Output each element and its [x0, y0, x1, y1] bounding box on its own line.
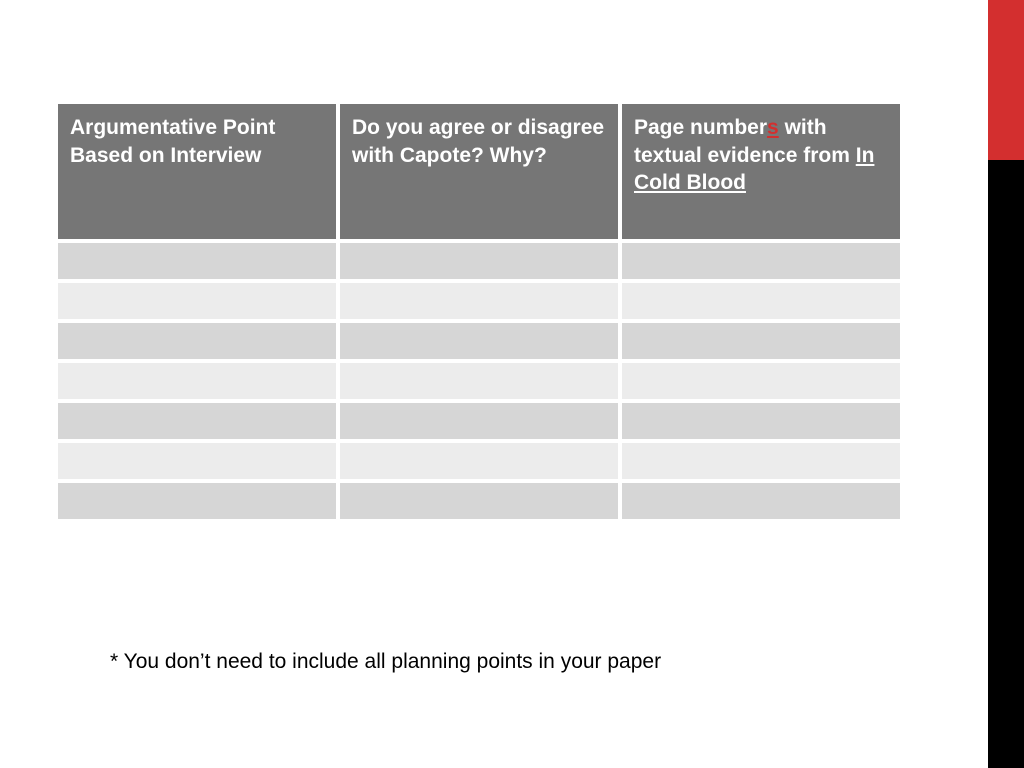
column-header-agree-disagree: Do you agree or disagree with Capote? Wh…: [340, 104, 618, 239]
cell: [622, 323, 900, 359]
cell: [58, 443, 336, 479]
cell: [58, 283, 336, 319]
cell: [622, 363, 900, 399]
accent-bar-red: [988, 0, 1024, 160]
cell: [622, 283, 900, 319]
cell: [340, 363, 618, 399]
slide-canvas: Argumentative Point Based on Interview D…: [0, 0, 1024, 768]
table-header-row: Argumentative Point Based on Interview D…: [58, 104, 900, 239]
cell: [58, 363, 336, 399]
accent-bar-black: [988, 160, 1024, 768]
cell: [58, 483, 336, 519]
cell: [340, 443, 618, 479]
table-row: [58, 323, 900, 359]
column-header-argumentative-point: Argumentative Point Based on Interview: [58, 104, 336, 239]
footnote-text: * You don’t need to include all planning…: [110, 650, 661, 674]
cell: [340, 283, 618, 319]
table-row: [58, 243, 900, 279]
cell: [622, 243, 900, 279]
table-body: [58, 243, 900, 519]
column-header-page-numbers: Page numbers with textual evidence from …: [622, 104, 900, 239]
cell: [340, 483, 618, 519]
cell: [622, 403, 900, 439]
cell: [58, 243, 336, 279]
col3-error-span: s: [767, 116, 779, 139]
cell: [340, 323, 618, 359]
table-row: [58, 403, 900, 439]
cell: [340, 243, 618, 279]
cell: [58, 403, 336, 439]
col3-prefix: Page number: [634, 116, 767, 139]
cell: [340, 403, 618, 439]
cell: [622, 443, 900, 479]
planning-table: Argumentative Point Based on Interview D…: [54, 100, 904, 523]
table-row: [58, 483, 900, 519]
cell: [58, 323, 336, 359]
table-row: [58, 283, 900, 319]
table-row: [58, 363, 900, 399]
table-row: [58, 443, 900, 479]
cell: [622, 483, 900, 519]
